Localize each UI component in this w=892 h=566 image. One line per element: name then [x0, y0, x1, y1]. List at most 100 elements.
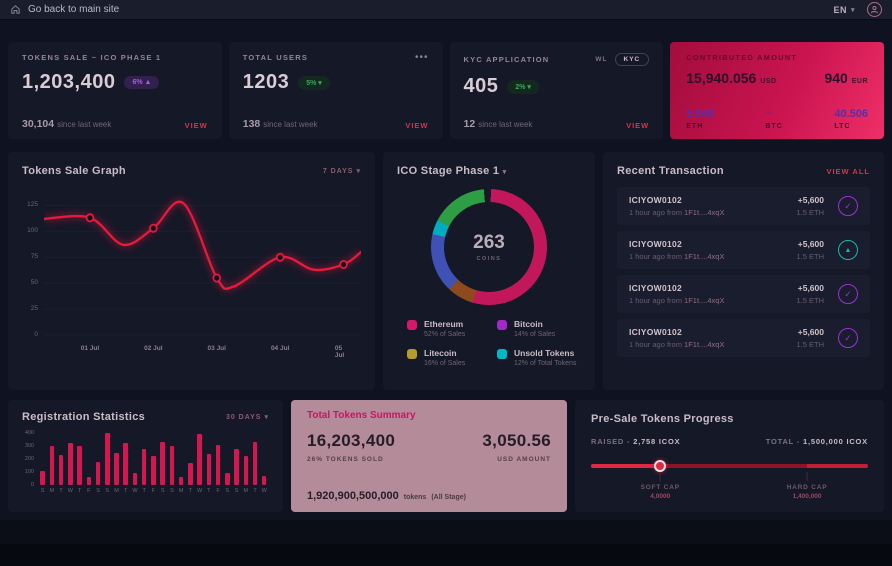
transaction-list: ICIYOW0102 1 hour ago from 1F1t....4xqX +…: [617, 187, 870, 357]
legend-swatch: [497, 349, 507, 359]
trend-badge: 2% ▾: [507, 79, 539, 94]
legend-item-unsold: Unsold Tokens 12% of Total Tokens: [497, 348, 581, 367]
hardcap-label: HARD CAP 1,400,000: [786, 484, 828, 500]
slider-remainder: [807, 464, 868, 468]
stat-delta: 30,104 since last week: [22, 118, 111, 130]
range-label: 7 DAYS: [322, 167, 354, 175]
btc-amount: ~ BTC: [765, 108, 783, 130]
tokens-summary: 16,203,400 26% TOKENS SOLD: [307, 431, 396, 463]
topbar-right: EN ▾: [833, 2, 882, 17]
topbar: Go back to main site EN ▾: [0, 0, 892, 20]
usd-unit: USD: [760, 78, 777, 85]
card-title: Recent Transaction: [617, 165, 724, 177]
card-title: Total Tokens Summary: [307, 410, 416, 421]
stat-card-contributed: CONTRIBUTED AMOUNT 15,940.056 USD 940 EU…: [670, 42, 884, 139]
view-all-button[interactable]: VIEW ALL: [826, 166, 870, 176]
home-icon: [11, 5, 20, 14]
stat-value: 1203: [242, 71, 290, 93]
donut-center-label: COINS: [476, 256, 502, 262]
middle-row: Tokens Sale Graph 7 DAYS ▾ 0 25 50 75 100 125…: [8, 152, 884, 390]
bar-chart: 0 100 200 300 400: [22, 430, 269, 488]
usd-summary: 3,050.56 USD AMOUNT: [482, 431, 551, 463]
chevron-down-icon: ▾: [264, 414, 269, 421]
presale-progress-card: Pre-Sale Tokens Progress RAISED - 2,758 …: [575, 400, 884, 512]
ico-stage-dropdown[interactable]: ICO Stage Phase 1 ▾: [397, 165, 507, 177]
line-chart-y-axis: 0 25 50 75 100 125: [27, 201, 38, 338]
transaction-row[interactable]: ICIYOW0102 1 hour ago from 1F1t....4xqX +…: [617, 231, 870, 269]
stat-card-total-users: TOTAL USERS ••• 1203 5% ▾ 138 since last …: [228, 42, 443, 139]
user-avatar[interactable]: [867, 2, 882, 17]
chevron-down-icon: ▾: [502, 169, 507, 176]
chevron-down-icon: ▾: [356, 168, 361, 175]
delta-value: 30,104: [22, 118, 55, 130]
transaction-row[interactable]: ICIYOW0102 1 hour ago from 1F1t....4xqX +…: [617, 319, 870, 357]
legend-swatch: [407, 320, 417, 330]
eur-unit: EUR: [851, 78, 868, 85]
line-chart-x-axis: 01 Jul 02 Jul 03 Jul 04 Jul 05 Jul: [80, 345, 345, 359]
donut-center-value: 263: [473, 232, 505, 253]
check-icon: ✓: [838, 284, 858, 304]
legend-item-litecoin: Litecoin 16% of Sales: [407, 348, 491, 367]
softcap-tick: [659, 472, 661, 481]
stats-row: TOKENS SALE ~ ICO PHASE 1 1,203,400 6% ▲…: [8, 42, 884, 139]
total-amount: TOTAL - 1,500,000 ICOX: [765, 437, 868, 446]
recent-transactions-card: Recent Transaction VIEW ALL ICIYOW0102 1 …: [603, 152, 884, 390]
donut-chart: 263 COINS: [431, 189, 547, 305]
delta-value: 138: [242, 118, 261, 130]
total-tokens-summary-card: Total Tokens Summary 16,203,400 26% TOKEN…: [291, 400, 567, 512]
registration-statistics-card: Registration Statistics 30 DAYS ▾ 0 100 20…: [8, 400, 283, 512]
transaction-row[interactable]: ICIYOW0102 1 hour ago from 1F1t....4xqX +…: [617, 275, 870, 313]
dashboard-main: TOKENS SALE ~ ICO PHASE 1 1,203,400 6% ▲…: [0, 42, 892, 512]
back-link[interactable]: Go back to main site: [10, 4, 119, 15]
legend-swatch: [497, 320, 507, 330]
kyc-toggle: WL KYC: [595, 53, 650, 66]
back-label: Go back to main site: [28, 4, 120, 15]
slider-track[interactable]: [591, 464, 868, 468]
more-menu-icon[interactable]: •••: [414, 51, 429, 63]
stat-card-kyc: KYC APPLICATION WL KYC 405 2% ▾ 12 since …: [449, 42, 664, 139]
softcap-label: SOFT CAP 4,0000: [640, 484, 680, 500]
delta-label: since last week: [263, 120, 318, 129]
legend-swatch: [407, 349, 417, 359]
ico-stage-card: ICO Stage Phase 1 ▾ 263 COINS Ethereum 52…: [383, 152, 595, 390]
delta-label: since last week: [478, 120, 533, 129]
transaction-row[interactable]: ICIYOW0102 1 hour ago from 1F1t....4xqX +…: [617, 187, 870, 225]
all-stage-summary: 1,920,900,500,000 tokens (All Stage): [307, 490, 466, 502]
view-button[interactable]: VIEW: [405, 121, 429, 130]
raised-amount: RAISED - 2,758 ICOX: [591, 437, 681, 446]
trend-badge: 6% ▲: [124, 76, 160, 89]
delta-value: 12: [463, 118, 476, 130]
check-icon: ✓: [838, 328, 858, 348]
card-title: Pre-Sale Tokens Progress: [591, 413, 734, 425]
hardcap-tick: [806, 472, 808, 481]
range-dropdown[interactable]: 7 DAYS ▾: [322, 167, 361, 176]
view-button[interactable]: VIEW: [184, 121, 208, 130]
kyc-button[interactable]: KYC: [614, 53, 650, 66]
card-title: Registration Statistics: [22, 411, 146, 423]
footer-strip-dark: [0, 544, 892, 566]
trend-badge: 5% ▾: [298, 75, 330, 90]
stat-value: 1,203,400: [22, 71, 116, 93]
range-dropdown[interactable]: 30 DAYS ▾: [225, 413, 269, 422]
stat-title: KYC APPLICATION: [463, 55, 550, 64]
footer-strip: [0, 520, 892, 544]
stat-title: TOKENS SALE ~ ICO PHASE 1: [22, 53, 162, 62]
language-selector[interactable]: EN ▾: [833, 5, 855, 15]
user-icon: [870, 5, 879, 14]
range-label: 30 DAYS: [225, 413, 262, 421]
ltc-amount: 40.506 LTC: [834, 108, 868, 130]
language-label: EN: [833, 4, 847, 15]
slider-handle[interactable]: [654, 460, 667, 472]
line-chart: 0 25 50 75 100 125 01 Jul 02 Jul 03 Jul 04 Jul 05…: [22, 191, 361, 359]
wl-button[interactable]: WL: [595, 56, 608, 63]
chevron-down-icon: ▾: [850, 6, 855, 14]
card-title: Tokens Sale Graph: [22, 165, 126, 177]
tokens-sale-graph-card: Tokens Sale Graph 7 DAYS ▾ 0 25 50 75 100 125…: [8, 152, 375, 390]
view-button[interactable]: VIEW: [626, 121, 650, 130]
legend-item-ethereum: Ethereum 52% of Sales: [407, 319, 491, 338]
check-icon: ✓: [838, 196, 858, 216]
usd-amount: 15,940.056 USD: [686, 70, 777, 86]
stat-card-tokens-sale: TOKENS SALE ~ ICO PHASE 1 1,203,400 6% ▲…: [8, 42, 222, 139]
donut-hole: [444, 202, 534, 292]
